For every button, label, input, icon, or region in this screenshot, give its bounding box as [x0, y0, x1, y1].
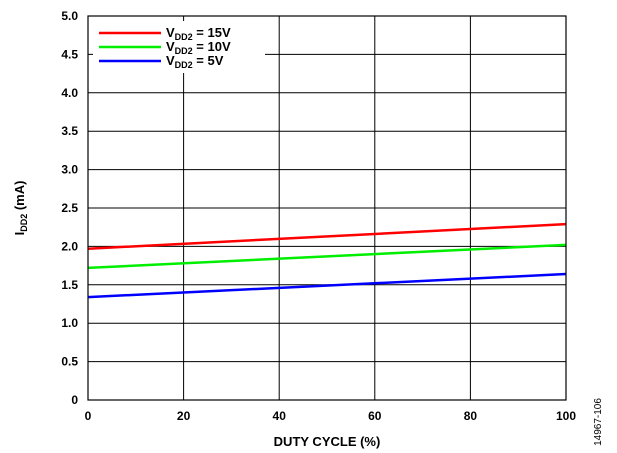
x-axis-label: DUTY CYCLE (%) — [274, 434, 381, 449]
x-tick-label: 100 — [556, 409, 576, 423]
y-tick-label: 2.5 — [61, 201, 78, 215]
series-lines — [87, 222, 567, 299]
x-tick-labels: 0 20 40 60 80 100 — [85, 409, 577, 423]
y-tick-label: 0 — [71, 393, 78, 407]
legend-label: VDD2 = 5V — [166, 53, 224, 70]
y-tick-label: 0.5 — [61, 355, 78, 369]
y-axis-label: IDD2 (mA) — [12, 181, 29, 236]
x-tick-label: 20 — [177, 409, 191, 423]
x-tick-label: 60 — [368, 409, 382, 423]
plot-frame — [87, 15, 567, 401]
y-tick-label: 3.0 — [61, 163, 78, 177]
grid — [88, 16, 566, 400]
y-tick-label: 2.0 — [61, 239, 78, 253]
series-line-2 — [87, 243, 567, 270]
x-tick-label: 0 — [85, 409, 92, 423]
figure-id: 14967-106 — [593, 398, 604, 446]
y-tick-labels: 0 0.5 1.0 1.5 2.0 2.5 3.0 3.5 4.0 4.5 5.0 — [61, 9, 78, 407]
y-tick-label: 1.5 — [61, 278, 78, 292]
legend-label: VDD2 = 10V — [166, 39, 231, 56]
y-tick-label: 4.0 — [61, 86, 78, 100]
y-tick-label: 4.5 — [61, 47, 78, 61]
x-tick-label: 80 — [464, 409, 478, 423]
y-tick-label: 3.5 — [61, 124, 78, 138]
y-tick-label: 1.0 — [61, 316, 78, 330]
legend-label: VDD2 = 15V — [166, 25, 231, 42]
series-line-3 — [87, 272, 567, 299]
series-line-1 — [87, 222, 567, 250]
y-tick-label: 5.0 — [61, 9, 78, 23]
x-tick-label: 40 — [273, 409, 287, 423]
